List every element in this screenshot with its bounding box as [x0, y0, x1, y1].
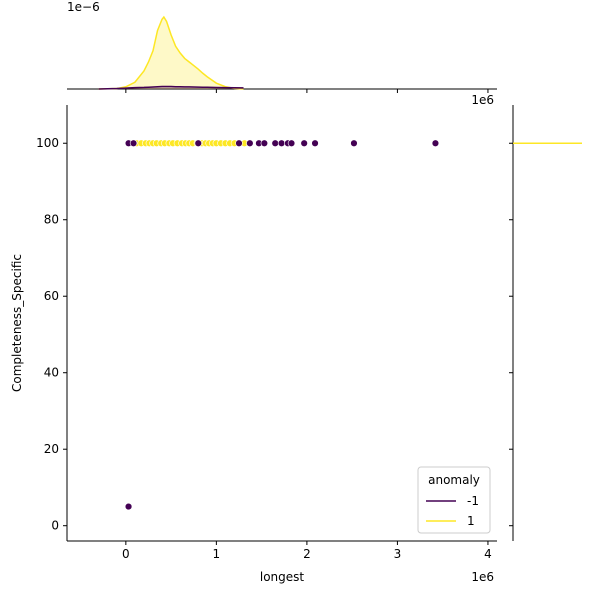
- scatter-point: [277, 139, 286, 147]
- top-marginal-curve: [98, 15, 244, 90]
- y-tick-label: 40: [44, 366, 59, 380]
- scatter-point: [235, 139, 243, 147]
- y-axis-ticks: 0 20 40 60 80 100: [36, 136, 513, 533]
- legend-label-1: 1: [467, 514, 475, 528]
- scatter-point: [431, 139, 440, 147]
- x-tick-label: 2: [303, 547, 311, 561]
- scatter-point: [300, 139, 308, 147]
- top-marginal-fill: [98, 17, 244, 89]
- x-tick-label: 4: [484, 547, 492, 561]
- scatter-point: [311, 139, 319, 147]
- top-marginal-plot: [67, 15, 497, 90]
- scatter-point: [260, 139, 269, 147]
- main-scatter-plot: [66, 105, 497, 542]
- x-tick-label: 1: [213, 547, 221, 561]
- legend-box: [417, 466, 491, 534]
- x-axis-ticks: 0 1 2 3 4: [122, 89, 492, 561]
- scatter-point: [124, 502, 133, 511]
- x-tick-label: 0: [122, 547, 130, 561]
- scatter-point: [194, 139, 202, 147]
- top-marginal-offset-label: 1e−6: [67, 0, 100, 14]
- y-tick-label: 20: [44, 442, 59, 456]
- scatter-point: [350, 139, 358, 147]
- right-marginal-plot: [512, 105, 582, 541]
- legend-label-neg1: -1: [467, 494, 479, 508]
- legend: anomaly -1 1: [417, 466, 491, 534]
- scatter-point: [271, 139, 279, 147]
- x-axis-label: longest: [260, 570, 305, 584]
- y-axis-label: Completeness_Specific: [10, 254, 24, 392]
- y-tick-label: 80: [44, 213, 59, 227]
- x-tick-label: 3: [394, 547, 402, 561]
- legend-title: anomaly: [428, 473, 480, 487]
- scatter-point: [129, 139, 138, 147]
- top-marginal-x-offset-label: 1e6: [471, 93, 494, 107]
- scatter-point: [287, 139, 296, 147]
- y-tick-label: 0: [51, 519, 59, 533]
- x-axis-offset-label: 1e6: [471, 570, 494, 584]
- scatter-point: [246, 139, 254, 147]
- scatter-points: [124, 139, 440, 511]
- y-tick-label: 60: [44, 289, 59, 303]
- y-tick-label: 100: [36, 136, 59, 150]
- top-marginal-curve: [98, 85, 244, 90]
